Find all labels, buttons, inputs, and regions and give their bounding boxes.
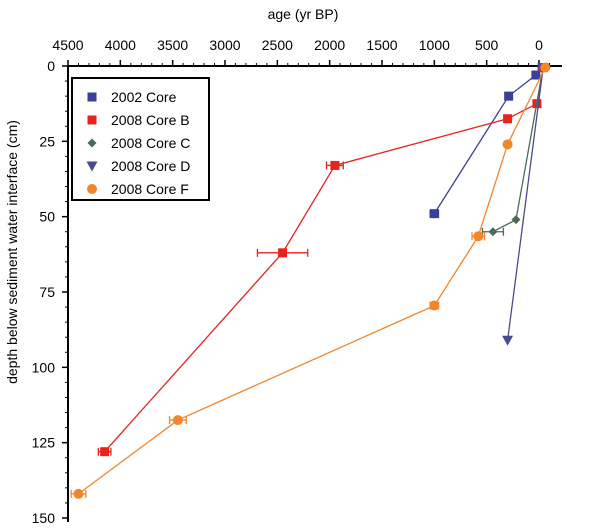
legend-entry: 2008 Core C [87,135,190,151]
series-4 [70,62,551,499]
x-tick-label: 2500 [262,37,293,53]
data-point [429,300,440,311]
data-point [429,209,439,219]
legend-entry: 2008 Core B [87,112,190,128]
series-line [78,67,546,495]
legend-entry: 2008 Core F [87,181,189,197]
legend: 2002 Core 2008 Core B 2008 Core C 2008 Core… [71,77,210,201]
x-tick-label: 500 [475,37,499,53]
x-tick-label: 1000 [419,37,450,53]
legend-label: 2008 Core B [111,112,190,128]
series-3 [502,63,549,346]
x-tick-label: 4500 [52,37,83,53]
data-point [540,62,551,73]
y-tick-label: 125 [32,435,56,451]
y-tick-label: 0 [47,58,55,74]
data-point [330,160,340,170]
x-tick-label: 0 [535,37,543,53]
legend-label: 2008 Core F [111,181,189,197]
legend-marker [86,161,98,172]
y-axis-title: depth below sediment water interface (cm… [4,120,20,384]
y-tick-label: 100 [32,359,56,375]
series-line [492,67,544,233]
y-tick-label: 50 [39,209,55,225]
legend-label: 2008 Core D [111,158,190,174]
series-0 [429,63,547,219]
data-point [473,231,484,242]
data-point [502,335,514,346]
legend-marker [87,115,97,125]
axes: 4500 4000 3500 3000 2500 2000 1500 1000 500 0 0 25 5… [4,6,562,526]
data-point [278,248,288,258]
series-line [433,67,543,215]
y-tick-label: 25 [39,133,55,149]
data-point [73,488,84,499]
x-tick-label: 3000 [209,37,240,53]
x-tick-label: 4000 [105,37,136,53]
y-tick-label: 150 [32,510,56,526]
legend-entry: 2008 Core D [86,158,190,174]
data-point [172,415,183,426]
x-tick-label: 3500 [157,37,188,53]
legend-label: 2002 Core [111,89,177,105]
y-tick-label: 75 [39,284,55,300]
data-point [100,447,110,457]
data-point [511,215,521,225]
data-point [488,227,498,237]
series-line [506,67,544,341]
legend-label: 2008 Core C [111,135,190,151]
legend-marker [87,92,97,102]
legend-entry: 2002 Core [87,89,177,105]
legend-marker [87,138,97,148]
x-tick-label: 1500 [366,37,397,53]
data-point [531,70,541,80]
data-point [503,114,513,124]
x-axis-title: age (yr BP) [268,6,339,22]
series-2 [481,63,548,237]
x-tick-label: 2000 [314,37,345,53]
legend-marker [87,184,97,194]
data-point [502,139,513,150]
plot-area [70,62,551,499]
data-point [504,91,514,101]
